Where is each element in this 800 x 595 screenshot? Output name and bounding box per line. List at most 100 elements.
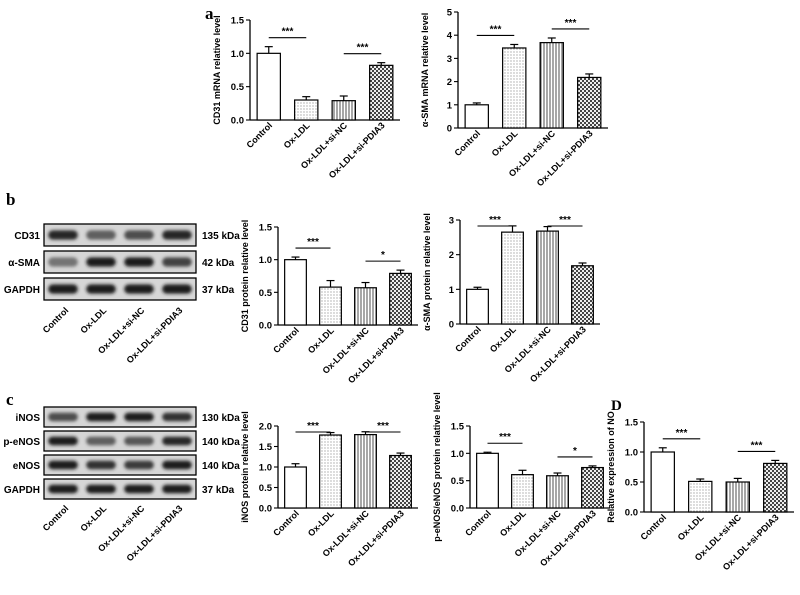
bar-ox-ldl-si-pdia3	[571, 265, 594, 325]
y-axis-title: α-SMA mRNA relative level	[420, 13, 430, 127]
bar-ox-ldl-si-pdia3	[577, 76, 602, 129]
y-tick-label: 0.0	[259, 321, 272, 332]
y-tick-label: 0.0	[451, 504, 464, 515]
blot-band	[124, 257, 154, 267]
blot-protein-label: iNOS	[16, 413, 41, 424]
significance-label: ***	[377, 421, 389, 432]
bar-charts: 0.0 0.5 1.0 1.5 CD31 mRNA relative level Cont…	[212, 8, 794, 572]
y-tick-label: 2	[447, 77, 452, 88]
blot-row-enos: eNOS 140 kDa	[13, 454, 240, 476]
significance-label: ***	[489, 215, 501, 226]
y-tick-label: 0.5	[259, 483, 273, 494]
blot-band	[86, 436, 116, 446]
bar-ox-ldl-si-nc	[546, 475, 569, 509]
blot-band	[162, 484, 192, 494]
bar-ox-ldl	[511, 474, 534, 509]
blot-band	[124, 230, 154, 240]
y-tick-label: 1	[447, 100, 453, 111]
chart-b2: 0 1 2 3 α-SMA protein relative level Control O…	[422, 213, 600, 384]
significance-label: ***	[499, 432, 511, 443]
bar-control	[476, 452, 499, 509]
bar-control	[284, 259, 307, 326]
panel-letter-c: c	[6, 390, 14, 409]
x-tick-label: Control	[638, 512, 668, 542]
y-tick-label: 0.5	[451, 476, 465, 487]
blot-band	[86, 412, 116, 422]
bar-control	[464, 104, 489, 129]
blot-band	[124, 460, 154, 470]
y-tick-label: 1.5	[451, 422, 465, 433]
blot-kda-label: 135 kDa	[202, 231, 240, 242]
bar-ox-ldl-si-nc	[536, 230, 559, 325]
blot-strip	[43, 277, 197, 301]
chart-d1: 0.0 0.5 1.0 1.5 Relative expression of NO Con…	[606, 411, 794, 572]
panel-letter-d: D	[611, 398, 622, 414]
y-axis-title: p-eNOS/eNOS protein relative level	[432, 392, 442, 542]
significance-label: ***	[676, 428, 688, 439]
x-tick-label: Control	[244, 120, 274, 150]
blot-band	[124, 436, 154, 446]
blot-band	[48, 436, 78, 446]
blot-strip	[43, 406, 197, 428]
blot-band	[86, 257, 116, 267]
blot-protein-label: eNOS	[13, 461, 41, 472]
bar-ox-ldl-si-pdia3	[389, 272, 412, 326]
y-tick-label: 5	[447, 8, 453, 19]
y-tick-label: 1.0	[259, 463, 272, 474]
blot-row-cd31: CD31 135 kDa	[14, 223, 240, 247]
chart-c1: 0.0 0.5 1.0 1.5 2.0 iNOS protein relative lev…	[240, 411, 418, 568]
x-tick-label: Control	[453, 324, 483, 354]
bar-ox-ldl	[688, 480, 713, 513]
blot-kda-label: 140 kDa	[202, 461, 240, 472]
significance-label: *	[573, 446, 577, 457]
bar-ox-ldl	[502, 47, 527, 129]
bar-ox-ldl	[294, 99, 319, 121]
blot-band	[48, 460, 78, 470]
bar-ox-ldl-si-pdia3	[389, 454, 412, 509]
blot-row-inos: iNOS 130 kDa	[16, 406, 240, 428]
blot-band	[48, 412, 78, 422]
x-tick-label: Control	[271, 325, 301, 355]
y-tick-label: 0.0	[625, 508, 638, 519]
blot-band	[86, 484, 116, 494]
y-tick-label: 0	[447, 124, 452, 135]
blot-kda-label: 37 kDa	[202, 285, 235, 296]
blot-lane-label: Control	[41, 503, 71, 533]
x-tick-label: Ox-LDL	[488, 324, 518, 354]
y-tick-label: 0	[449, 320, 454, 331]
blot-strip	[43, 454, 197, 476]
significance-label: ***	[357, 43, 369, 54]
blot-band	[162, 257, 192, 267]
blot-band	[86, 284, 116, 294]
blot-kda-label: 37 kDa	[202, 485, 235, 496]
blot-protein-label: GAPDH	[4, 485, 40, 496]
y-tick-label: 1.5	[625, 418, 639, 429]
bar-control	[256, 52, 281, 121]
significance-label: ***	[565, 18, 577, 29]
chart-b1: 0.0 0.5 1.0 1.5 CD31 protein relative level C…	[240, 220, 418, 385]
bar-ox-ldl-si-nc	[331, 100, 356, 121]
blot-protein-label: GAPDH	[4, 285, 40, 296]
significance-label: ***	[751, 440, 763, 451]
x-tick-label: Control	[452, 128, 482, 158]
significance-label: *	[381, 250, 385, 261]
bar-ox-ldl-si-pdia3	[763, 462, 788, 513]
y-tick-label: 0.5	[259, 288, 273, 299]
significance-label: ***	[282, 27, 294, 38]
y-tick-label: 1.5	[231, 16, 245, 27]
chart-c2: 0.0 0.5 1.0 1.5 p-eNOS/eNOS protein relative…	[432, 392, 610, 568]
y-tick-label: 0.0	[259, 504, 272, 515]
panel-letter-b: b	[6, 190, 15, 209]
bar-control	[284, 466, 307, 509]
y-tick-label: 1.5	[259, 223, 273, 234]
significance-label: ***	[307, 237, 319, 248]
bar-control	[466, 288, 489, 325]
x-tick-label: Ox-LDL	[306, 325, 336, 355]
blot-band	[162, 284, 192, 294]
blot-lane-label: Ox-LDL	[78, 503, 108, 533]
y-tick-label: 3	[449, 216, 454, 227]
blot-band	[48, 484, 78, 494]
y-axis-title: Relative expression of NO	[606, 411, 616, 523]
bar-ox-ldl	[319, 286, 342, 326]
blot-band	[162, 412, 192, 422]
